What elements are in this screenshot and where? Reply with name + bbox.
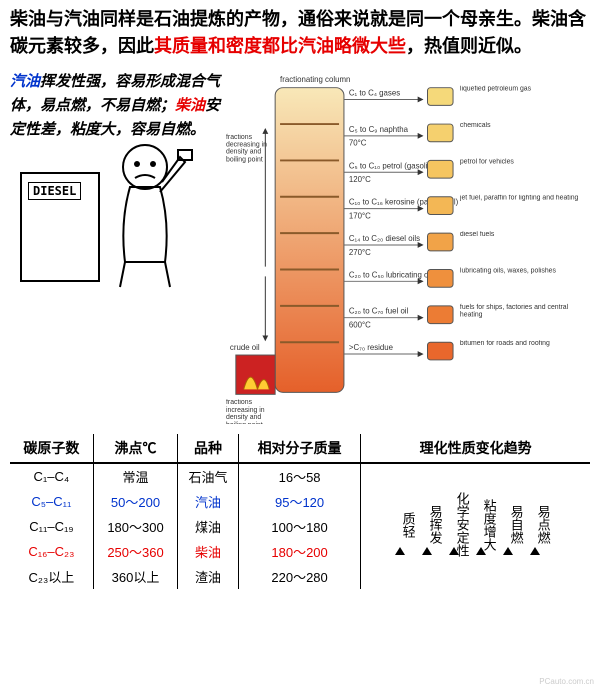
table-body: C₁–C₄常温石油气16～58质轻易挥发化学安定性粘度增大易自燃易点燃C₅–C₁… <box>10 463 590 589</box>
temp-label: 120°C <box>349 175 371 184</box>
product-label: jet fuel, paraffin for lighting and heat… <box>460 195 588 203</box>
table-header: 理化性质变化趋势 <box>361 434 590 463</box>
cartoon-area: DIESEL <box>10 172 220 352</box>
product-label: chemicals <box>460 122 588 130</box>
table-row: C₁–C₄常温石油气16～58质轻易挥发化学安定性粘度增大易自燃易点燃 <box>10 463 590 489</box>
table-cell: 16～58 <box>238 463 360 489</box>
product-label: liquefied petroleum gas <box>460 86 588 94</box>
table-cell: C₁–C₄ <box>10 463 93 489</box>
table-cell: 360以上 <box>93 564 177 589</box>
diesel-pump: DIESEL <box>20 172 100 282</box>
product-icon <box>428 342 454 360</box>
table-header: 碳原子数 <box>10 434 93 463</box>
diesel-pump-label: DIESEL <box>28 182 81 200</box>
trend-item: 粘度增大 <box>480 485 499 568</box>
temp-label: 70°C <box>349 139 367 148</box>
left-top-note: fractions decreasing in density and boil… <box>226 134 273 164</box>
table-header: 相对分子质量 <box>238 434 360 463</box>
intro-highlight: 其质量和密度都比汽油略微大些 <box>154 36 406 56</box>
temp-label: 600°C <box>349 321 371 330</box>
fraction-label: C₂₀ to C₇₀ fuel oil <box>349 307 409 316</box>
properties-table: 碳原子数沸点℃品种相对分子质量理化性质变化趋势 C₁–C₄常温石油气16～58质… <box>10 434 590 589</box>
table-cell: 渣油 <box>178 564 239 589</box>
col-top-label: fractionating column <box>280 75 350 84</box>
product-icon <box>428 88 454 106</box>
product-icon <box>428 160 454 178</box>
side-diesel: 柴油 <box>175 98 205 114</box>
side-gasoline: 汽油 <box>10 74 40 90</box>
table-cell: 常温 <box>93 463 177 489</box>
table-cell: C₁₁–C₁₉ <box>10 514 93 539</box>
fraction-label: C₅ to C₁₀ petrol (gasoline) <box>349 161 439 170</box>
table-cell: 180～200 <box>238 539 360 564</box>
product-icon <box>428 270 454 288</box>
table-cell: 煤油 <box>178 514 239 539</box>
man-cartoon-icon <box>90 132 200 292</box>
distillation-column-diagram: fractionating column crude oil <box>226 70 590 424</box>
table-cell: 50～200 <box>93 489 177 514</box>
table-cell: 汽油 <box>178 489 239 514</box>
page: 柴油与汽油同样是石油提炼的产物，通俗来说就是同一个母亲生。柴油含碳元素较多，因此… <box>0 0 600 595</box>
table-header: 品种 <box>178 434 239 463</box>
table-cell: 250～360 <box>93 539 177 564</box>
table-cell: C₅–C₁₁ <box>10 489 93 514</box>
table-cell: 石油气 <box>178 463 239 489</box>
product-icon <box>428 124 454 142</box>
trend-cell: 质轻易挥发化学安定性粘度增大易自燃易点燃 <box>361 463 590 589</box>
product-icon <box>428 197 454 215</box>
left-column: 汽油挥发性强，容易形成混合气体，易点燃，不易自燃；柴油安定性差，粘度大，容易自燃… <box>10 70 226 424</box>
fraction-label: C₅ to C₉ naphtha <box>349 125 409 134</box>
intro-paragraph: 柴油与汽油同样是石油提炼的产物，通俗来说就是同一个母亲生。柴油含碳元素较多，因此… <box>10 6 590 60</box>
product-label: lubricating oils, waxes, polishes <box>460 268 588 276</box>
column-rows: C₁ to C₄ gases liquefied petroleum gas C₅ … <box>344 86 588 374</box>
fraction-label: >C₇₀ residue <box>349 343 394 352</box>
crude-oil-label: crude oil <box>230 343 260 352</box>
fraction-label: C₁ to C₄ gases <box>349 89 400 98</box>
fraction-label: C₁₄ to C₂₀ diesel oils <box>349 234 420 243</box>
table-cell: 100～180 <box>238 514 360 539</box>
table-cell: C₂₃以上 <box>10 564 93 589</box>
watermark: PCauto.com.cn <box>539 677 594 686</box>
trend-item: 化学安定性 <box>453 485 472 568</box>
table-cell: 220～280 <box>238 564 360 589</box>
trend-item: 易点燃 <box>534 485 553 568</box>
product-icon <box>428 233 454 251</box>
intro-text-2: ，热值则近似。 <box>406 36 532 56</box>
product-label: bitumen for roads and roofing <box>460 340 588 348</box>
table-cell: 柴油 <box>178 539 239 564</box>
temp-label: 270°C <box>349 248 371 257</box>
temp-label: 170°C <box>349 211 371 220</box>
trend-item: 质轻 <box>399 485 418 568</box>
product-label: fuels for ships, factories and central h… <box>460 304 588 319</box>
left-bot-note: fractions increasing in density and boil… <box>226 399 273 424</box>
product-icon <box>428 306 454 324</box>
fraction-label: C₂₀ to C₅₀ lubricating oil <box>349 270 432 279</box>
table-cell: 95～120 <box>238 489 360 514</box>
middle-row: 汽油挥发性强，容易形成混合气体，易点燃，不易自燃；柴油安定性差，粘度大，容易自燃… <box>10 70 590 424</box>
trend-item: 易挥发 <box>426 485 445 568</box>
product-label: petrol for vehicles <box>460 158 588 166</box>
table-header: 沸点℃ <box>93 434 177 463</box>
table-header-row: 碳原子数沸点℃品种相对分子质量理化性质变化趋势 <box>10 434 590 463</box>
table-cell: C₁₆–C₂₃ <box>10 539 93 564</box>
product-label: diesel fuels <box>460 231 588 239</box>
table-cell: 180～300 <box>93 514 177 539</box>
trend-item: 易自燃 <box>507 485 526 568</box>
